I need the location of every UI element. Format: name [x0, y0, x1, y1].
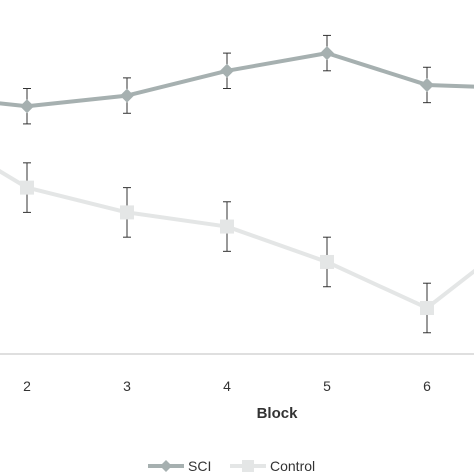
sci-data-point: [320, 46, 334, 61]
x-tick-label: 6: [423, 378, 431, 394]
sci-data-point: [420, 77, 434, 92]
x-axis-title: Block: [257, 405, 299, 422]
x-tick-label: 5: [323, 378, 331, 394]
error-bars-layer: [23, 34, 431, 334]
legend-control-label: Control: [270, 458, 315, 474]
control-data-point: [420, 300, 434, 315]
sci-data-point: [20, 99, 34, 114]
x-tick-label: 2: [23, 378, 31, 394]
control-data-point: [220, 219, 234, 234]
control-series-line: [0, 169, 474, 310]
sci-data-point: [220, 63, 234, 78]
sci-series-line: [0, 51, 474, 109]
x-tick-label: 4: [223, 378, 231, 394]
control-data-point: [120, 205, 134, 220]
legend: SCI Control: [148, 458, 315, 474]
sci-data-point: [120, 88, 134, 103]
x-tick-label: 3: [123, 378, 131, 394]
markers-layer: [20, 46, 434, 315]
legend-sci-label: SCI: [188, 458, 211, 474]
x-tick-labels: 2 3 4 5 6: [23, 378, 431, 394]
legend-control-marker: [242, 460, 254, 472]
control-data-point: [20, 180, 34, 195]
legend-sci-marker: [160, 460, 172, 472]
control-data-point: [320, 254, 334, 269]
series-lines-layer: [0, 51, 474, 310]
